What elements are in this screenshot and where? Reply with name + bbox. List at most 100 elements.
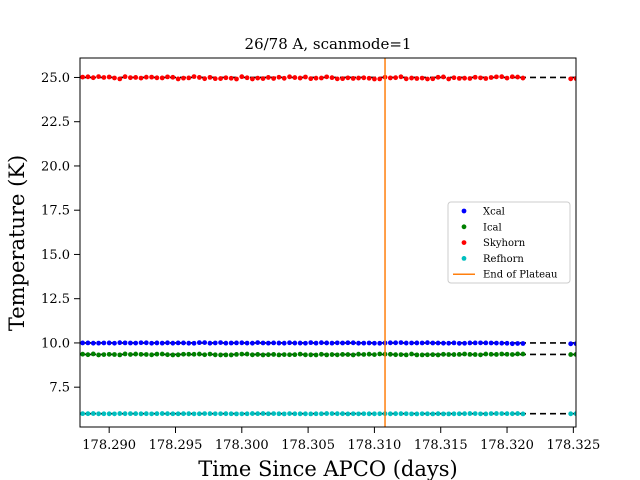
- xcal-point: [345, 340, 351, 346]
- legend-box: [447, 201, 571, 284]
- xcal-point: [212, 340, 218, 346]
- xcal-point: [218, 340, 223, 346]
- skyhorn-point: [159, 75, 165, 81]
- refhorn-point: [414, 411, 420, 417]
- xcal-point: [467, 340, 473, 346]
- skyhorn-point: [313, 75, 319, 81]
- ical-point: [568, 352, 574, 357]
- xcal-point: [138, 340, 144, 346]
- ical-point: [196, 351, 202, 357]
- skyhorn-point: [308, 76, 314, 82]
- refhorn-point: [568, 411, 574, 417]
- refhorn-point: [133, 411, 139, 417]
- ical-point: [239, 351, 245, 357]
- xcal-point: [175, 340, 181, 346]
- skyhorn-point: [250, 76, 255, 82]
- skyhorn-point: [276, 74, 282, 80]
- xcal-point: [170, 340, 176, 346]
- ical-point: [281, 352, 287, 357]
- ical-point: [398, 352, 404, 357]
- skyhorn-point: [287, 74, 292, 80]
- refhorn-point: [573, 411, 576, 417]
- xcal-point: [191, 340, 197, 346]
- ical-point: [106, 351, 112, 357]
- series-skyhorn: [80, 74, 576, 82]
- ical-point: [340, 352, 345, 357]
- xcal-point: [181, 340, 186, 346]
- xcal-point: [228, 340, 234, 346]
- refhorn-point: [101, 411, 107, 417]
- ical-point: [202, 352, 208, 358]
- skyhorn-point: [515, 74, 521, 80]
- skyhorn-point: [446, 76, 452, 82]
- ical-point: [573, 352, 576, 357]
- skyhorn-point: [106, 74, 112, 80]
- refhorn-point: [127, 411, 133, 417]
- xcal-point: [303, 340, 308, 346]
- skyhorn-point: [85, 74, 91, 80]
- xcal-point: [313, 340, 319, 346]
- ical-point: [430, 352, 436, 358]
- refhorn-point: [425, 411, 430, 417]
- skyhorn-point: [377, 76, 383, 82]
- data-layer: [80, 58, 576, 427]
- ical-point: [356, 351, 361, 357]
- ical-point: [170, 352, 176, 358]
- y-tick-label: 22.5: [41, 115, 70, 130]
- ical-point: [387, 351, 393, 357]
- xcal-point: [292, 340, 298, 346]
- y-tick-label: 12.5: [41, 292, 70, 307]
- ical-point: [488, 351, 494, 357]
- refhorn-point: [440, 411, 446, 417]
- xcal-point: [90, 340, 96, 346]
- skyhorn-point: [101, 75, 107, 80]
- y-tick-label: 15.0: [41, 248, 70, 263]
- skyhorn-point: [504, 75, 510, 81]
- ical-point: [462, 351, 467, 357]
- ical-point: [234, 351, 239, 357]
- skyhorn-point: [303, 74, 308, 80]
- skyhorn-point: [207, 74, 213, 80]
- ical-point: [483, 351, 489, 357]
- xcal-point: [393, 340, 399, 346]
- skyhorn-point: [488, 75, 494, 80]
- refhorn-point: [520, 411, 526, 417]
- ical-point: [440, 351, 446, 357]
- skyhorn-point: [239, 74, 245, 80]
- x-tick-label: 178.310: [348, 438, 402, 453]
- refhorn-point: [467, 411, 473, 416]
- skyhorn-point: [271, 76, 277, 81]
- skyhorn-point: [186, 75, 192, 81]
- ical-point: [499, 351, 505, 357]
- plot-frame: [79, 57, 577, 428]
- skyhorn-point: [202, 76, 208, 82]
- xcal-point: [276, 340, 282, 346]
- ical-point: [425, 352, 430, 358]
- skyhorn-point: [122, 74, 128, 80]
- xcal-point: [488, 340, 494, 346]
- skyhorn-point: [165, 74, 170, 80]
- xcal-point: [361, 340, 367, 346]
- legend-label-xcal: Xcal: [483, 207, 505, 218]
- refhorn-point: [196, 411, 202, 417]
- ical-point: [244, 351, 250, 357]
- skyhorn-point: [350, 76, 356, 81]
- refhorn-point: [515, 411, 521, 416]
- xcal-point: [255, 340, 261, 345]
- skyhorn-point: [260, 76, 266, 82]
- skyhorn-point: [324, 74, 330, 80]
- xcal-point: [308, 340, 314, 346]
- xcal-point: [106, 340, 112, 346]
- ical-point: [292, 352, 298, 358]
- skyhorn-point: [451, 75, 457, 81]
- xcal-point: [271, 340, 277, 346]
- skyhorn-point: [467, 76, 473, 81]
- series-group: [80, 58, 576, 427]
- refhorn-point: [409, 411, 414, 417]
- skyhorn-point: [223, 75, 229, 81]
- skyhorn-point: [228, 75, 234, 81]
- ical-point: [303, 352, 308, 358]
- skyhorn-point: [191, 74, 197, 80]
- skyhorn-point: [138, 75, 144, 81]
